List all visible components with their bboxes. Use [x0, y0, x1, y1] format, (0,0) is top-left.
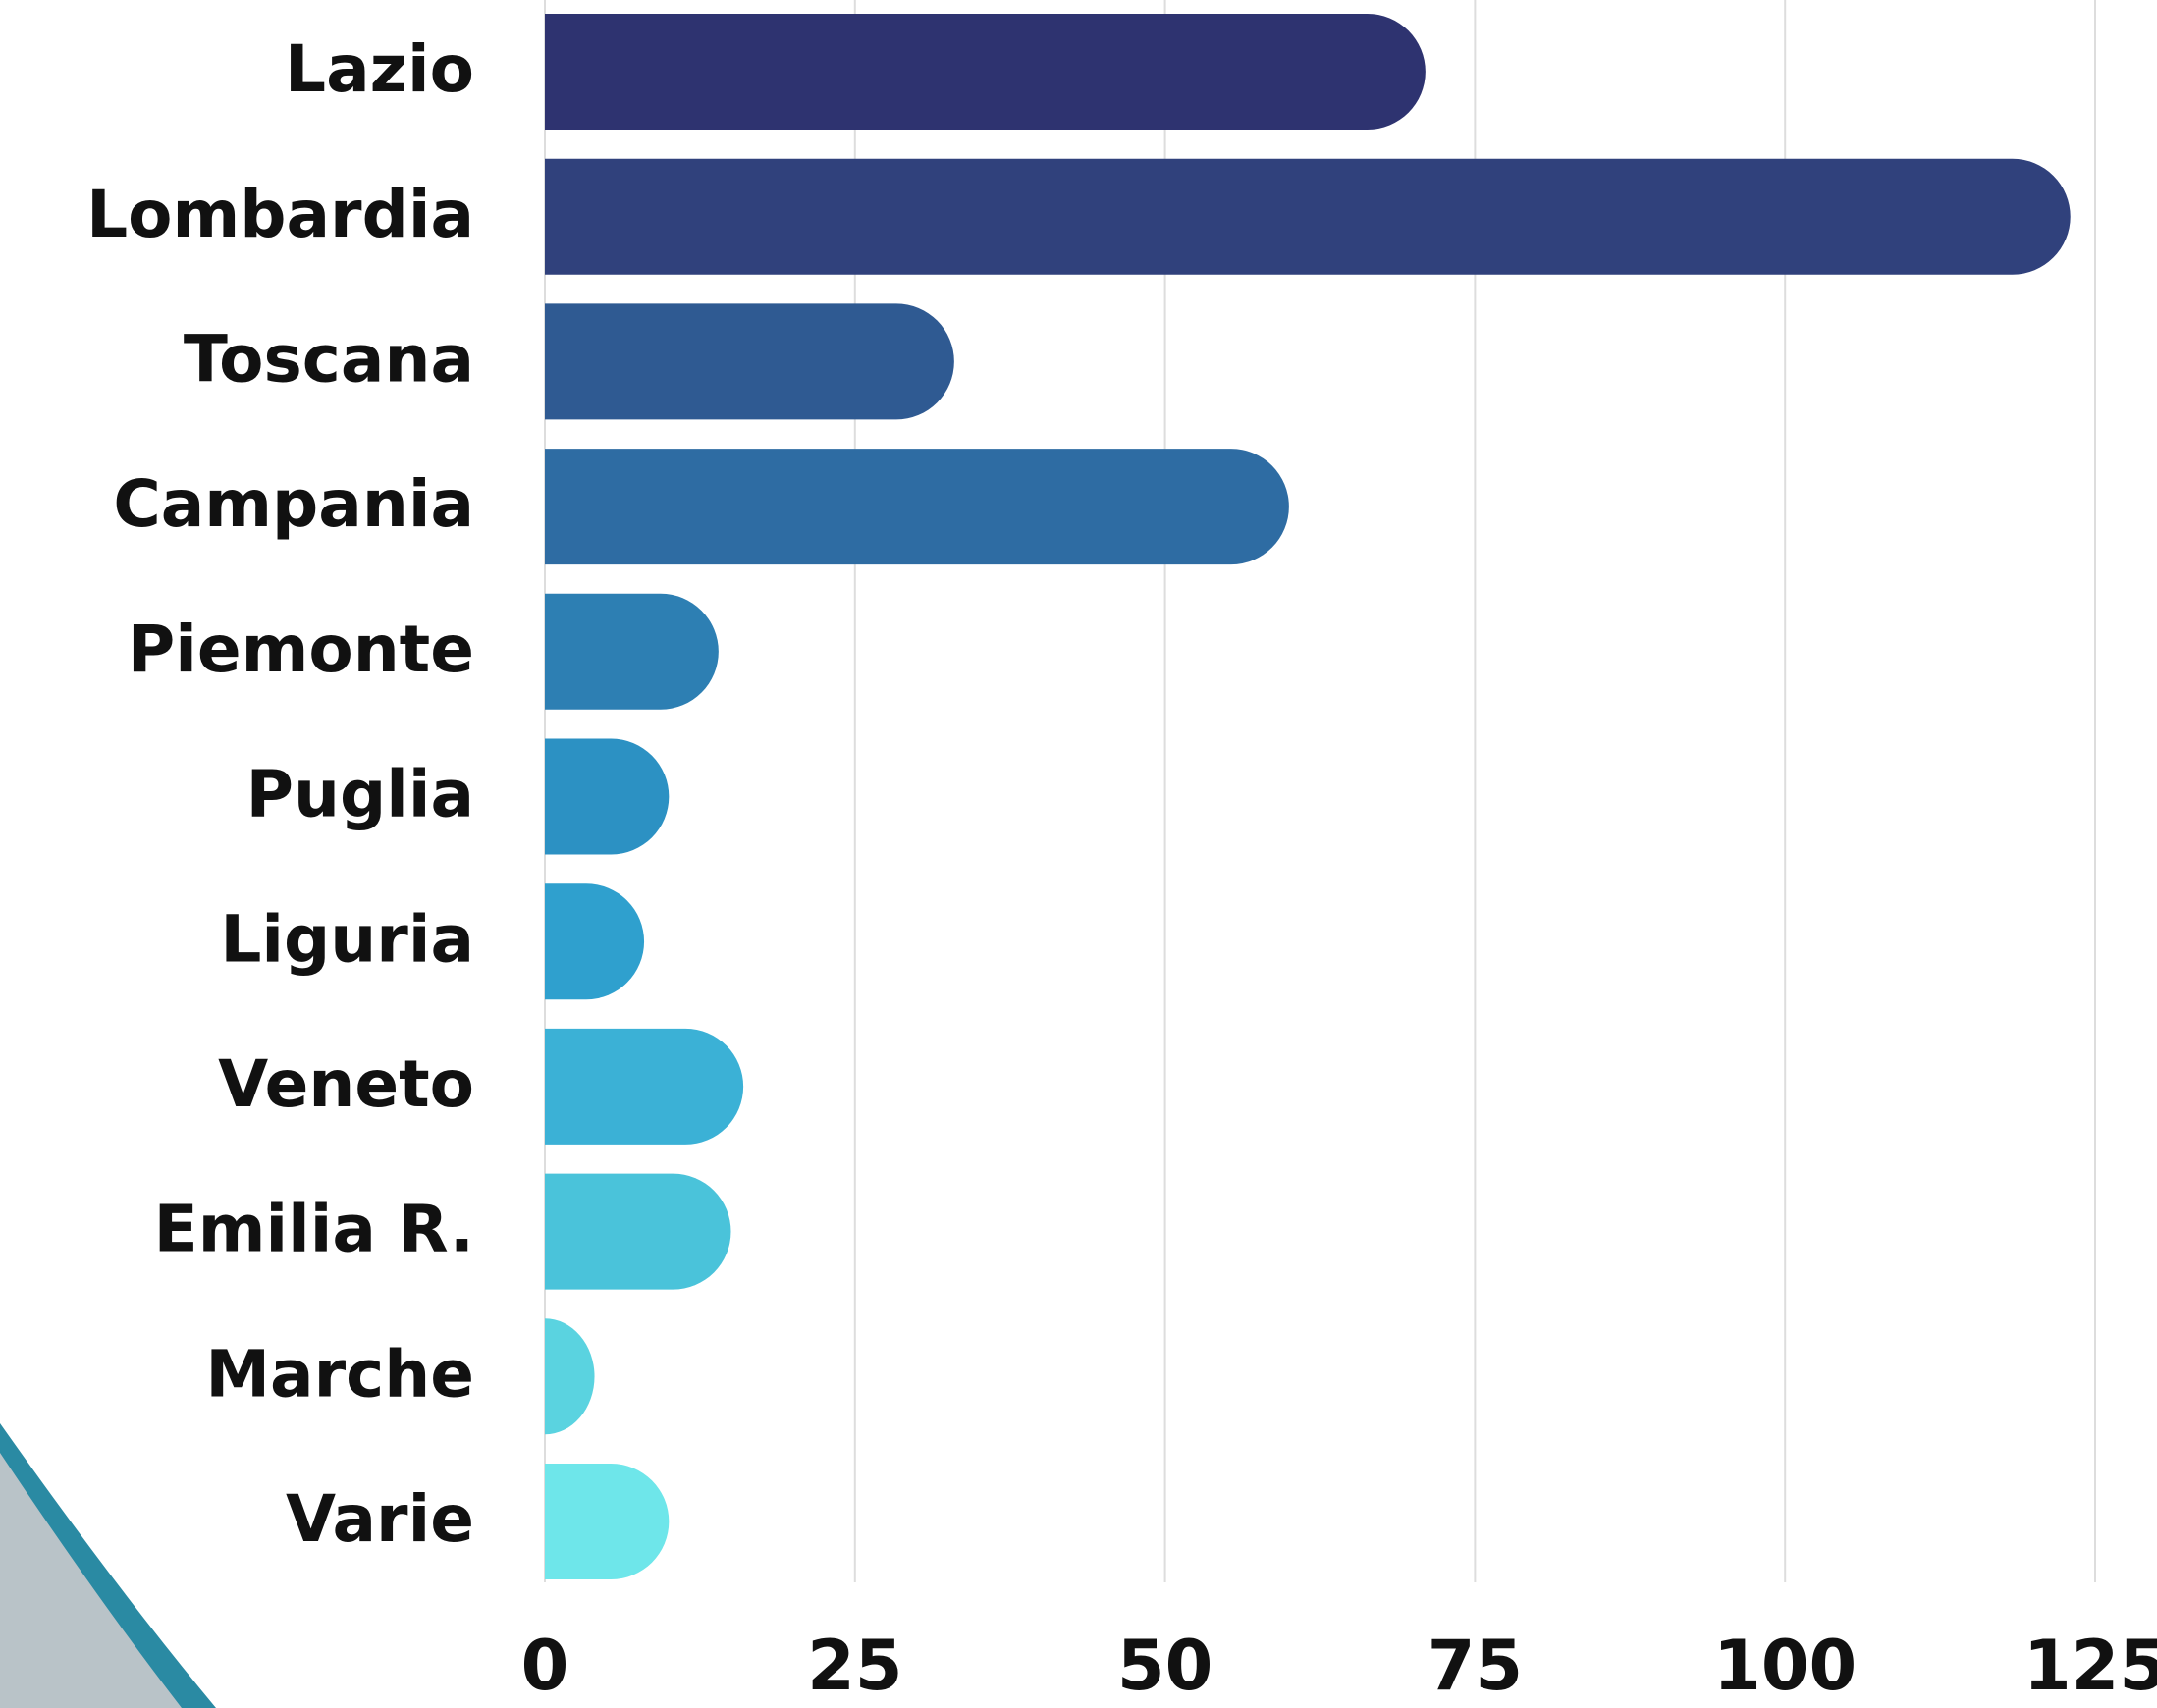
- x-tick-label: 125: [2023, 1626, 2157, 1706]
- y-tick-label: Lombardia: [86, 177, 474, 252]
- bar: [545, 303, 954, 420]
- x-tick-label: 0: [521, 1626, 569, 1706]
- y-tick-label: Puglia: [246, 757, 474, 832]
- y-tick-label: Piemonte: [128, 612, 474, 687]
- bar: [545, 1173, 731, 1290]
- y-tick-label: Lazio: [285, 31, 474, 107]
- x-tick-label: 50: [1117, 1626, 1213, 1706]
- bar: [545, 1028, 744, 1145]
- y-tick-label: Veneto: [218, 1046, 474, 1122]
- x-tick-label: 100: [1713, 1626, 1857, 1706]
- bar: [545, 883, 645, 1000]
- y-tick-label: Marche: [205, 1336, 474, 1412]
- y-tick-label: Toscana: [184, 321, 474, 397]
- decoration: [0, 1453, 182, 1708]
- bar: [545, 14, 1426, 130]
- x-tick-label: 25: [807, 1626, 902, 1706]
- bar: [545, 158, 2071, 275]
- bar: [545, 1318, 595, 1435]
- y-tick-label: Campania: [113, 466, 474, 542]
- x-tick-label: 75: [1428, 1626, 1523, 1706]
- y-tick-label: Varie: [286, 1481, 474, 1557]
- y-tick-label: Emilia R.: [154, 1192, 474, 1267]
- y-tick-label: Liguria: [220, 901, 474, 977]
- bar: [545, 593, 719, 710]
- bar: [545, 738, 670, 855]
- bar: [545, 1464, 670, 1579]
- bar: [545, 449, 1289, 565]
